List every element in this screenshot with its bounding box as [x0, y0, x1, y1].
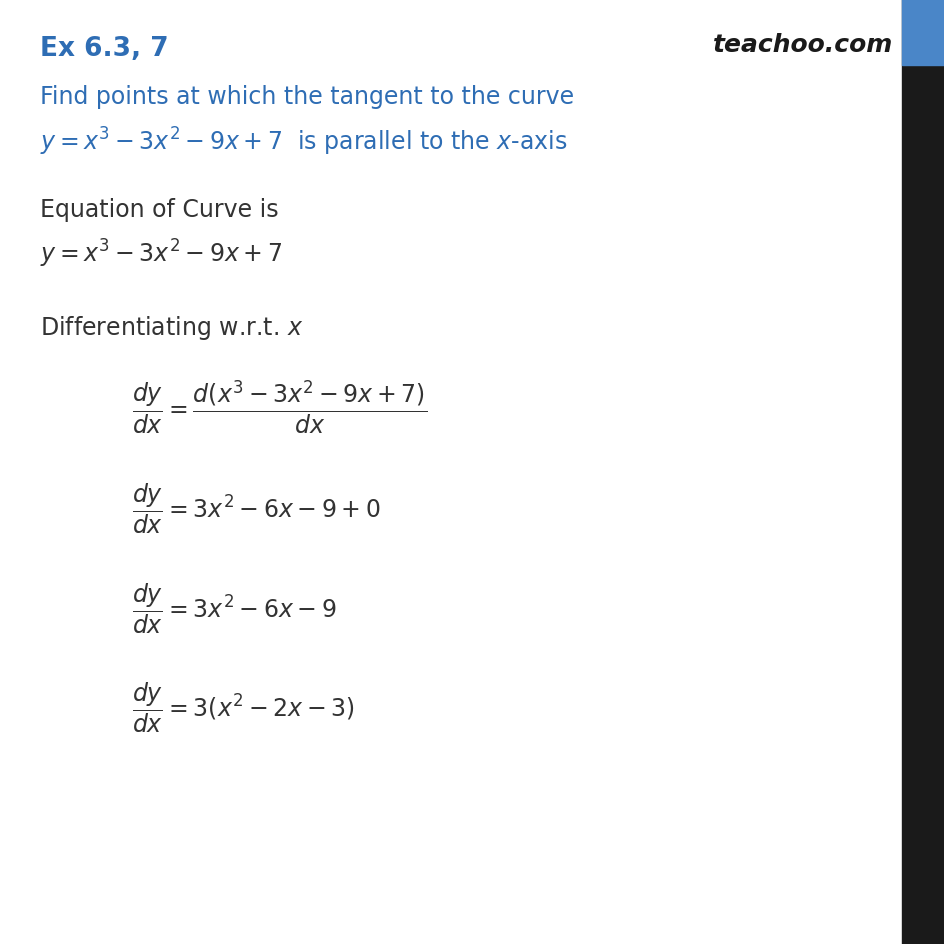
Text: $y = x^3 - 3x^2 - 9x + 7$: $y = x^3 - 3x^2 - 9x + 7$ — [40, 238, 281, 270]
Text: Equation of Curve is: Equation of Curve is — [40, 198, 278, 222]
Bar — [902, 0, 944, 66]
Text: Differentiating w.r.t. $x$: Differentiating w.r.t. $x$ — [40, 313, 303, 342]
Bar — [902, 0, 944, 944]
Text: $\dfrac{dy}{dx} = \dfrac{d(x^3 - 3x^2 - 9x + 7)}{dx}$: $\dfrac{dy}{dx} = \dfrac{d(x^3 - 3x^2 - … — [132, 378, 427, 435]
Text: Ex 6.3, 7: Ex 6.3, 7 — [40, 36, 168, 62]
Text: $\dfrac{dy}{dx} = 3x^2 - 6x - 9 + 0$: $\dfrac{dy}{dx} = 3x^2 - 6x - 9 + 0$ — [132, 481, 380, 536]
Text: $y = x^3 - 3x^2 - 9x + 7$  is parallel to the $x$-axis: $y = x^3 - 3x^2 - 9x + 7$ is parallel to… — [40, 126, 566, 158]
Text: teachoo.com: teachoo.com — [712, 33, 892, 57]
Text: $\dfrac{dy}{dx} = 3(x^2 - 2x - 3)$: $\dfrac{dy}{dx} = 3(x^2 - 2x - 3)$ — [132, 680, 355, 734]
Text: $\dfrac{dy}{dx} = 3x^2 - 6x - 9$: $\dfrac{dy}{dx} = 3x^2 - 6x - 9$ — [132, 581, 337, 635]
Text: Find points at which the tangent to the curve: Find points at which the tangent to the … — [40, 85, 573, 109]
